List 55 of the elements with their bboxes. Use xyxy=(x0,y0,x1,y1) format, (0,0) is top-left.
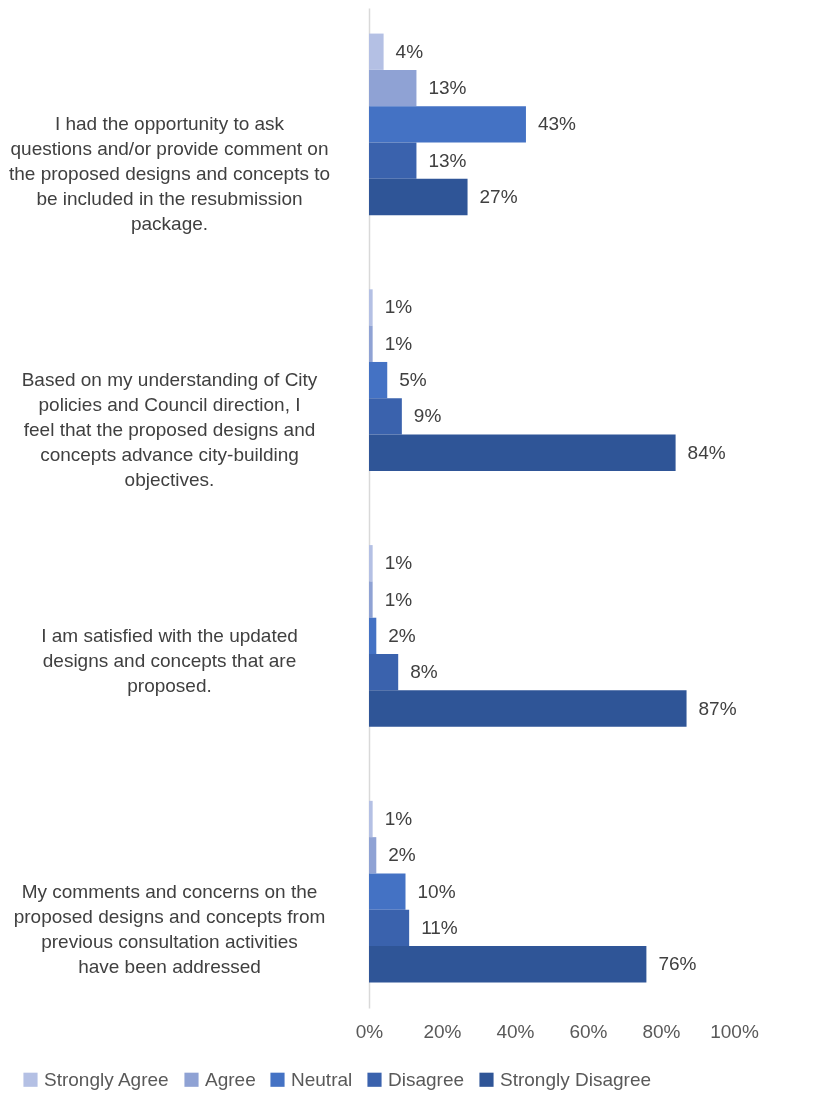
bar xyxy=(369,946,647,983)
bar xyxy=(369,33,384,70)
bar xyxy=(369,837,377,874)
bar xyxy=(369,434,676,471)
bar xyxy=(369,361,388,399)
data-label: 5% xyxy=(399,369,427,391)
data-label: 43% xyxy=(537,113,577,135)
data-label: 1% xyxy=(384,552,413,574)
bar xyxy=(369,690,687,727)
bar xyxy=(369,545,373,582)
data-label: 2% xyxy=(388,844,416,866)
x-tick-label: 100% xyxy=(710,1020,759,1042)
bar xyxy=(369,581,373,618)
x-tick-label: 0% xyxy=(355,1020,384,1042)
x-tick-label: 80% xyxy=(642,1020,681,1042)
data-label: 4% xyxy=(395,40,424,62)
bar xyxy=(369,398,402,435)
y-tick-label: I had the opportunity to ask questions and/or provide comment on the proposed designs and concepts to be included in the resubmission package. xyxy=(8,113,331,235)
bar xyxy=(369,654,399,691)
data-label: 1% xyxy=(384,296,413,318)
data-label: 76% xyxy=(658,953,697,975)
bar xyxy=(369,800,373,838)
data-label: 10% xyxy=(417,880,456,902)
legend-label: Strongly Disagree xyxy=(500,1068,652,1090)
bar xyxy=(369,617,377,655)
data-label: 11% xyxy=(421,916,458,938)
bar xyxy=(369,142,417,179)
y-tick-label: Based on my understanding of City policies and Council direction, I feel that the proposed designs and concepts advance city-building objectives. xyxy=(21,369,318,491)
bar xyxy=(369,69,417,107)
data-label: 1% xyxy=(384,588,413,610)
data-label: 8% xyxy=(410,661,438,683)
bar xyxy=(369,909,410,947)
data-label: 84% xyxy=(687,441,726,463)
bar xyxy=(369,325,373,362)
legend-label: Disagree xyxy=(388,1068,465,1090)
bar xyxy=(369,106,526,143)
data-label: 1% xyxy=(384,332,413,354)
data-label: 1% xyxy=(384,808,413,829)
y-tick-label: My comments and concerns on the proposed designs and concepts from previous consultation activities have been addressed xyxy=(13,880,326,977)
y-tick-label: I am satisfied with the updated designs and concepts that are proposed. xyxy=(41,624,298,696)
data-label: 13% xyxy=(428,77,467,99)
bar xyxy=(369,178,468,216)
bar xyxy=(369,289,373,326)
data-label: 9% xyxy=(413,405,442,427)
data-label: 27% xyxy=(479,186,518,207)
data-label: 87% xyxy=(698,697,737,719)
data-label: 2% xyxy=(388,624,416,646)
x-tick-label: 40% xyxy=(496,1020,535,1042)
legend-label: Agree xyxy=(205,1068,256,1090)
legend-label: Strongly Agree xyxy=(44,1068,169,1090)
x-tick-label: 60% xyxy=(569,1020,608,1042)
x-tick-label: 20% xyxy=(423,1020,462,1042)
data-label: 13% xyxy=(428,149,467,171)
legend-label: Neutral xyxy=(291,1068,353,1090)
bar xyxy=(369,873,406,910)
